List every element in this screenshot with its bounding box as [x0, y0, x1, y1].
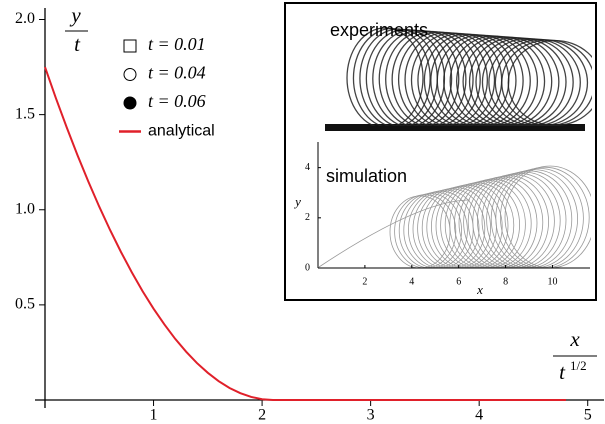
simulation-wave — [477, 172, 561, 268]
x-tick-label: 4 — [475, 407, 483, 424]
experiment-wave — [456, 35, 546, 126]
inset-y-tick-label: 2 — [305, 212, 310, 223]
experiment-wave — [404, 31, 488, 126]
inset-x-tick-label: 2 — [362, 276, 367, 287]
experiment-wave — [475, 37, 567, 126]
experiment-wave — [385, 30, 467, 126]
y-label-denominator: t — [74, 32, 81, 56]
legend-circle — [123, 96, 137, 110]
experiment-wave — [449, 35, 539, 126]
x-tick-label: 5 — [584, 407, 592, 424]
experiment-wave — [430, 33, 517, 126]
y-tick-label: 0.5 — [15, 296, 35, 313]
experiment-wave — [436, 34, 524, 126]
x-label-exponent: 1/2 — [570, 358, 587, 373]
experiment-wave — [443, 34, 531, 126]
simulation-wave — [490, 169, 578, 268]
inset-x-label: x — [476, 282, 483, 297]
experiment-wave — [507, 39, 592, 126]
inset: experiments simulation 2 4 6 8 10 0 2 4 x y — [284, 2, 597, 301]
inset-x-tick-label: 8 — [503, 276, 508, 287]
inset-y-tick-label: 0 — [305, 262, 310, 273]
experiment-wave — [346, 27, 424, 126]
experiment-wave — [372, 29, 453, 126]
y-tick-label: 1.0 — [15, 200, 35, 217]
x-tick-label: 3 — [367, 407, 375, 424]
simulation-wave — [481, 171, 567, 268]
experiment-wave — [462, 36, 553, 126]
x-label-denominator: t — [559, 360, 566, 384]
experiment-wave — [352, 27, 431, 126]
x-tick-label: 2 — [258, 407, 266, 424]
legend-label: t = 0.01 — [148, 34, 206, 54]
legend-square — [123, 39, 137, 53]
experiment-wave — [378, 29, 460, 126]
inset-x-tick-label: 10 — [547, 276, 557, 287]
simulation-wave — [412, 189, 480, 268]
inset-frame — [284, 2, 597, 301]
inset-label: experiments — [330, 20, 428, 40]
y-tick-label: 2.0 — [15, 10, 35, 27]
inset-x-tick-label: 6 — [456, 276, 461, 287]
inset-label: simulation — [326, 166, 407, 186]
inset-y-label: y — [293, 194, 301, 209]
x-tick-label: 1 — [150, 407, 158, 424]
simulation-wave — [500, 166, 590, 268]
legend-label: t = 0.04 — [148, 63, 206, 83]
experiment-wave — [391, 30, 474, 126]
y-label-numerator: y — [69, 3, 81, 27]
experiment-wave — [410, 32, 496, 126]
main-plot: y t x t 1/2 1 2 3 4 5 0.5 1.0 1.5 2.0 t = 0.01 t =… — [15, 3, 604, 424]
experiment-wave — [468, 36, 560, 126]
legend-label: t = 0.06 — [148, 91, 206, 111]
inset-y-tick-label: 4 — [305, 162, 310, 173]
inset-x-tick-label: 4 — [409, 276, 414, 287]
experiment-image — [346, 27, 592, 126]
experiment-wave — [397, 31, 481, 126]
simulation-wave — [398, 193, 462, 268]
y-tick-label: 1.5 — [15, 105, 35, 122]
simulation-wave — [504, 165, 591, 268]
experiment-floor — [325, 124, 585, 131]
analytical-line — [44, 66, 567, 401]
legend-label: analytical — [148, 123, 215, 140]
simulation-ramp — [319, 199, 471, 268]
x-label-numerator: x — [569, 327, 580, 351]
legend-circle — [123, 68, 137, 81]
